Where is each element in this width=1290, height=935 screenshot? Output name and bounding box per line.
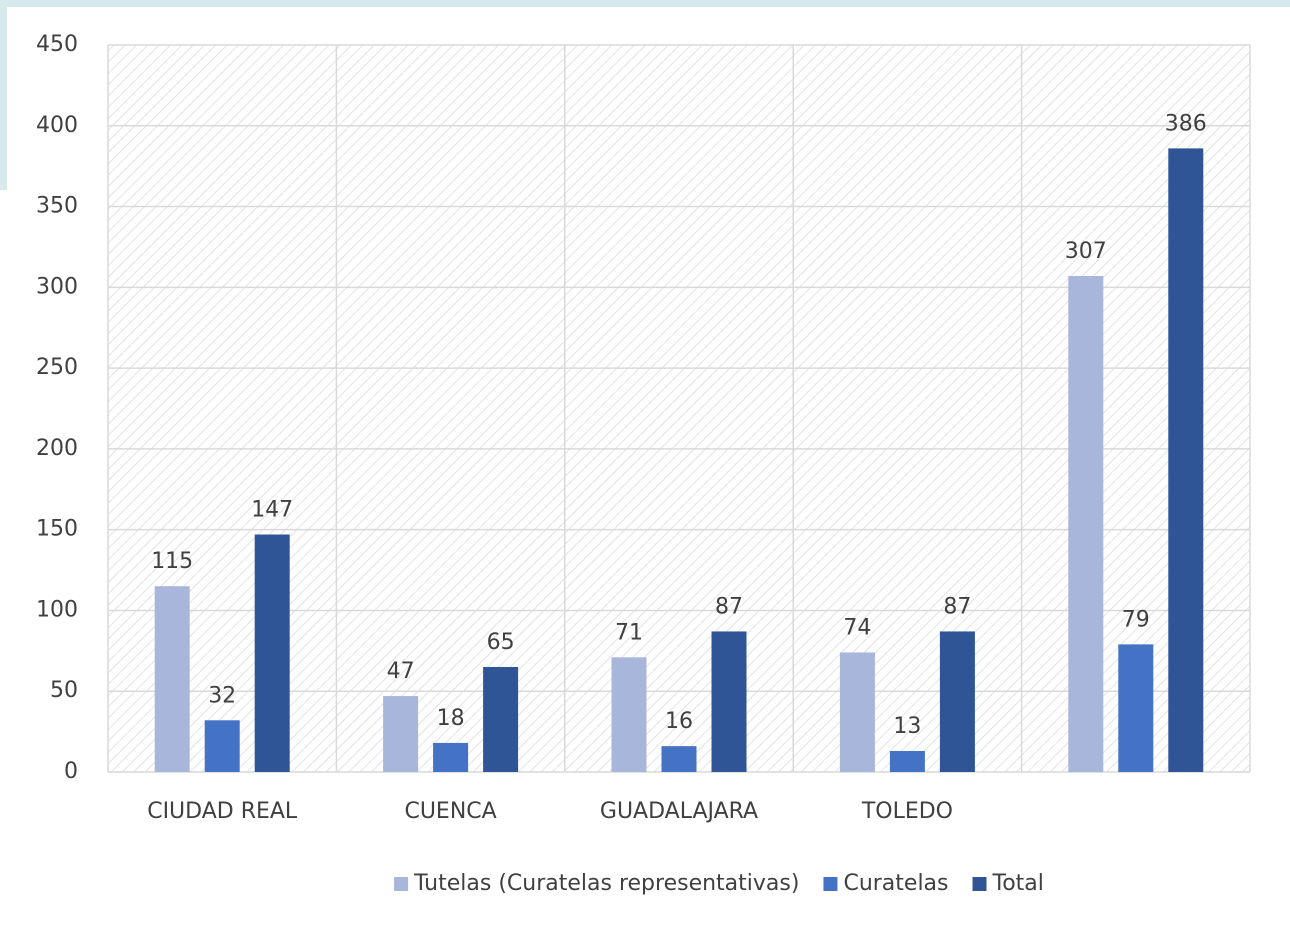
bar: [483, 666, 519, 772]
bar: [939, 631, 975, 772]
y-tick-label: 100: [36, 597, 78, 622]
y-tick-label: 400: [36, 113, 78, 138]
bar: [889, 750, 925, 772]
bar: [611, 657, 647, 772]
bar: [254, 534, 290, 772]
data-label: 18: [437, 706, 465, 731]
y-tick-label: 200: [36, 436, 78, 461]
y-tick-label: 150: [36, 517, 78, 542]
data-label: 87: [943, 594, 971, 619]
legend-label: Tutelas (Curatelas representativas): [413, 871, 799, 896]
y-tick-label: 350: [36, 194, 78, 219]
data-label: 16: [665, 709, 693, 734]
data-label: 65: [487, 630, 515, 655]
x-tick-label: CIUDAD REAL: [147, 799, 298, 824]
y-tick-label: 250: [36, 355, 78, 380]
data-label: 87: [715, 594, 743, 619]
x-tick-label: CUENCA: [404, 799, 496, 824]
data-label: 47: [387, 659, 415, 684]
legend-label: Total: [992, 871, 1044, 896]
y-tick-label: 300: [36, 274, 78, 299]
bar: [1168, 148, 1204, 772]
y-tick-label: 450: [36, 32, 78, 57]
bar: [1068, 276, 1104, 772]
data-label: 13: [893, 714, 921, 739]
bar: [204, 720, 240, 772]
plot-area: [108, 45, 1250, 772]
bar: [383, 696, 419, 772]
bar: [661, 746, 697, 772]
data-label: 71: [615, 620, 643, 645]
data-label: 32: [208, 683, 236, 708]
data-label: 386: [1165, 111, 1207, 136]
bar: [711, 631, 747, 772]
y-tick-label: 50: [50, 678, 78, 703]
y-tick-label: 0: [64, 759, 78, 784]
data-label: 74: [843, 615, 871, 640]
data-label: 79: [1122, 607, 1150, 632]
legend-swatch: [394, 877, 409, 891]
x-tick-label: TOLEDO: [861, 799, 953, 824]
x-tick-label: GUADALAJARA: [600, 799, 758, 824]
bar: [433, 742, 469, 772]
bar: [1118, 644, 1154, 772]
legend-swatch: [972, 877, 987, 891]
data-label: 147: [251, 498, 293, 523]
bar: [839, 652, 875, 772]
data-label: 115: [151, 549, 193, 574]
bar: [154, 586, 190, 772]
data-label: 307: [1065, 239, 1107, 264]
legend-label: Curatelas: [843, 871, 948, 896]
legend-swatch: [823, 877, 838, 891]
